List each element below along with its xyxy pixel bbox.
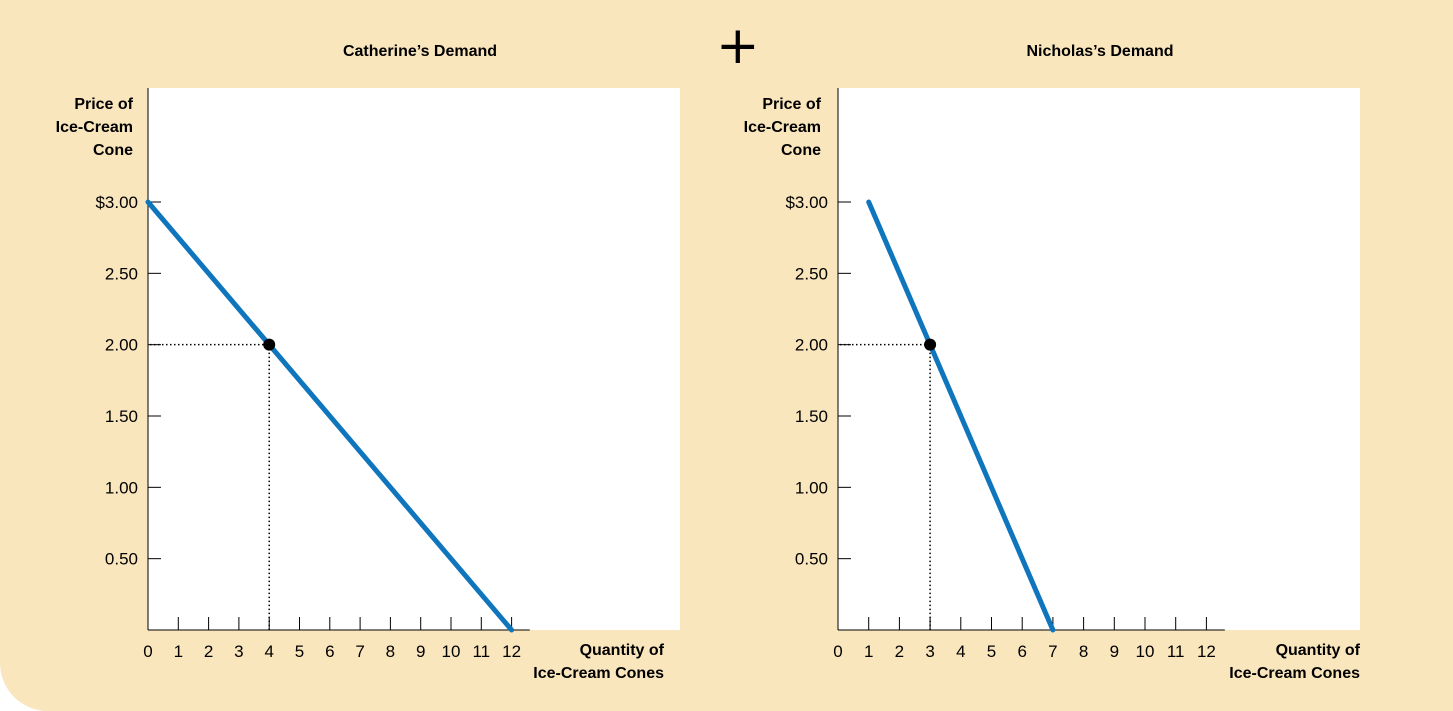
left-y-tick-label: 0.50: [105, 550, 138, 569]
right-y-tick-label: $3.00: [785, 193, 828, 212]
left-chart-title: Catherine’s Demand: [342, 43, 498, 60]
right-x-tick-label: 9: [1110, 642, 1119, 661]
left-x-tick-label: 0: [143, 642, 152, 661]
right-x-tick-label: 10: [1136, 642, 1155, 661]
right-x-tick-label: 8: [1079, 642, 1088, 661]
right-x-axis-label: Quantity of Ice-Cream Cones: [1229, 642, 1360, 682]
left-x-tick-label: 6: [325, 642, 334, 661]
right-plot-area: [838, 88, 1360, 630]
left-y-tick-label: 1.00: [105, 478, 138, 497]
right-x-tick-label: 6: [1017, 642, 1026, 661]
right-demand-line: [866, 199, 1056, 633]
right-y-tick-label: 2.50: [795, 264, 828, 283]
left-y-tick-label: 1.50: [105, 407, 138, 426]
left-demand-line: [145, 199, 515, 633]
left-x-tick-label: 9: [416, 642, 425, 661]
left-y-tick-label: $3.00: [95, 193, 138, 212]
plus-sign: +: [716, 16, 760, 76]
left-x-tick-label: 8: [386, 642, 395, 661]
right-x-tick-label: 1: [864, 642, 873, 661]
left-x-tick-label: 3: [234, 642, 243, 661]
right-y-tick-label: 0.50: [795, 550, 828, 569]
right-x-tick-label: 0: [833, 642, 842, 661]
right-x-tick-label: 3: [925, 642, 934, 661]
right-x-tick-label: 2: [895, 642, 904, 661]
left-y-tick-label: 2.50: [105, 264, 138, 283]
left-x-tick-label: 11: [472, 642, 490, 661]
right-x-tick-label: 4: [956, 642, 965, 661]
left-y-tick-label: 2.00: [105, 336, 138, 355]
left-x-axis-label: Quantity of Ice-Cream Cones: [533, 642, 664, 682]
left-x-tick-label: 12: [502, 642, 521, 661]
right-y-tick-label: 1.50: [795, 407, 828, 426]
left-x-tick-label: 4: [264, 642, 273, 661]
left-x-tick-label: 1: [174, 642, 183, 661]
right-y-axis-label: Price of Ice-Cream Cone: [743, 96, 821, 159]
right-y-tick-label: 1.00: [795, 478, 828, 497]
right-demand-point: [924, 338, 937, 351]
right-x-tick-label: 11: [1167, 642, 1185, 661]
left-plot-area: [148, 88, 680, 630]
left-demand-point: [263, 338, 276, 351]
right-chart-title: Nicholas’s Demand: [1026, 43, 1174, 60]
right-x-tick-label: 12: [1197, 642, 1216, 661]
left-x-tick-label: 2: [204, 642, 213, 661]
right-x-tick-label: 7: [1048, 642, 1057, 661]
left-x-tick-label: 5: [295, 642, 304, 661]
right-y-tick-label: 2.00: [795, 336, 828, 355]
left-x-tick-label: 10: [442, 642, 461, 661]
right-x-tick-label: 5: [987, 642, 996, 661]
left-x-tick-label: 7: [355, 642, 364, 661]
left-y-axis-label: Price of Ice-Cream Cone: [55, 96, 133, 159]
